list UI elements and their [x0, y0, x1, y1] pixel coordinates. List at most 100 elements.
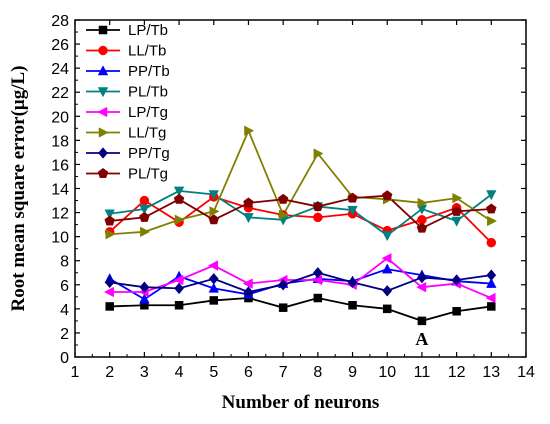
data-point-pp-tb [139, 293, 150, 304]
x-axis-title: Number of neurons [222, 392, 380, 413]
x-tick-label: 10 [378, 364, 396, 381]
plot-frame [74, 19, 527, 358]
x-tick-label: 11 [414, 364, 431, 381]
data-point-pl-tg [173, 193, 185, 204]
data-point-ll-tg [452, 192, 463, 204]
data-point-ll-tg [278, 209, 289, 221]
data-point-lp-tg [208, 260, 219, 271]
data-point-pp-tg [243, 286, 254, 298]
legend-swatch-marker [98, 147, 108, 159]
y-tick-label: 22 [51, 85, 69, 102]
data-point-pp-tg [416, 271, 427, 284]
data-point-lp-tg [103, 286, 114, 298]
y-tick-label: 24 [51, 61, 69, 78]
x-tick-label: 13 [482, 364, 500, 381]
data-point-lp-tg [242, 278, 253, 289]
data-point-pl-tb [347, 205, 358, 216]
y-tick-label: 26 [51, 37, 69, 54]
data-point-pl-tb [139, 204, 150, 215]
legend-label: LP/Tb [128, 22, 168, 39]
data-point-pl-tg [416, 222, 428, 233]
legend: LP/Tb LL/Tb PP/Tb PL/Tb LP/Tg LL/Tg PP/Tg PL/Tg [86, 22, 170, 183]
legend-swatch-marker [97, 167, 109, 178]
y-tick-label: 2 [60, 326, 69, 343]
y-tick-label: 4 [60, 302, 69, 319]
data-point-pl-tb [243, 213, 254, 224]
x-tick-label: 5 [209, 364, 218, 381]
y-tick-label: 12 [51, 206, 69, 223]
legend-label: LL/Tb [128, 43, 166, 60]
y-tick-label: 18 [51, 133, 69, 150]
data-point-pl-tb [486, 190, 497, 201]
y-tick-label: 6 [60, 278, 69, 295]
data-point-lp-tb [487, 302, 496, 311]
series-line-lp-tb [109, 297, 492, 322]
data-point-pl-tb [173, 186, 185, 197]
x-tick-label: 8 [313, 364, 322, 381]
series-line-pp-tg [109, 271, 492, 293]
series-line-pl-tb [109, 189, 492, 237]
data-point-ll-tg [417, 197, 428, 209]
x-tick-label: 2 [105, 364, 114, 381]
data-point-lp-tg [173, 274, 184, 286]
data-point-pl-tg [347, 192, 358, 203]
data-point-pp-tg [174, 282, 185, 295]
axis-ticks [74, 19, 527, 358]
data-point-ll-tb [139, 195, 150, 206]
legend-swatch-marker [98, 25, 108, 35]
data-point-lp-tb [452, 307, 461, 316]
data-point-pl-tg [312, 201, 324, 212]
data-point-ll-tg [487, 215, 498, 227]
legend-swatch-marker [97, 106, 108, 118]
data-point-lp-tb [417, 316, 427, 326]
data-point-pp-tg [347, 276, 358, 289]
data-point-ll-tb [486, 237, 497, 248]
legend-label: LL/Tg [128, 125, 166, 142]
legend-item-pp-tb: PP/Tb [86, 63, 170, 80]
legend-label: PP/Tb [128, 63, 170, 80]
legend-label: PL/Tb [128, 84, 168, 101]
data-point-ll-tg [105, 229, 116, 240]
legend-item-pl-tb: PL/Tb [86, 84, 168, 101]
data-point-pp-tg [139, 281, 150, 293]
legend-swatch-marker [98, 127, 109, 138]
y-tick-label: 0 [60, 350, 69, 367]
data-point-pp-tb [486, 277, 497, 288]
data-point-pl-tb [382, 231, 393, 242]
x-tick-label: 6 [244, 364, 253, 381]
series-line-pp-tb [109, 268, 492, 301]
y-tick-label: 16 [51, 157, 69, 174]
data-point-ll-tb [313, 212, 323, 223]
legend-item-lp-tb: LP/Tb [86, 22, 168, 39]
annotation-label: A [415, 329, 428, 349]
y-tick-label: 28 [51, 13, 69, 30]
data-point-pp-tb [382, 263, 393, 274]
data-point-pp-tg [104, 276, 115, 289]
data-point-pl-tg [451, 205, 462, 216]
tick-labels: 1 2 3 4 5 6 7 8 9 10 11 12 13 14024681012141618202224… [51, 13, 535, 381]
series-line-pl-tg [109, 194, 492, 230]
annotations: A [415, 329, 428, 349]
data-point-ll-tg [244, 125, 255, 136]
data-point-pl-tb [451, 216, 462, 227]
data-point-pl-tg [139, 211, 150, 222]
data-point-pp-tg [312, 266, 323, 279]
data-point-pl-tg [381, 190, 393, 201]
x-tick-label: 14 [517, 364, 535, 381]
series-line-ll-tg [109, 128, 492, 236]
data-point-pl-tg [104, 215, 115, 226]
legend-label: PP/Tg [128, 145, 170, 162]
data-point-pp-tb [208, 282, 219, 293]
data-point-ll-tg [140, 226, 151, 238]
data-point-pl-tg [243, 197, 254, 208]
y-tick-label: 8 [60, 254, 69, 271]
legend-swatch-marker [97, 87, 109, 98]
data-point-lp-tb [348, 300, 357, 310]
x-tick-label: 1 [71, 364, 80, 381]
data-point-lp-tg [485, 292, 496, 304]
x-tick-label: 7 [279, 364, 288, 381]
data-point-ll-tg [313, 148, 324, 159]
x-tick-label: 4 [175, 364, 184, 381]
series-markers [103, 125, 498, 326]
